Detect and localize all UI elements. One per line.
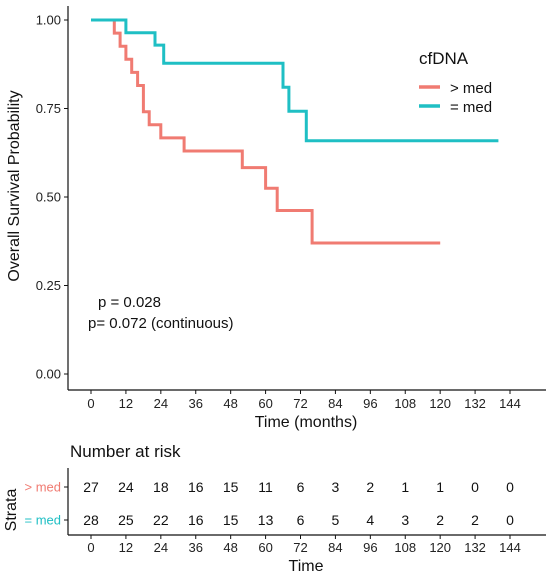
risk-x-tick-label: 144 xyxy=(499,540,521,555)
legend-label-equal-median: = med xyxy=(450,99,492,116)
survival-curve-above-median xyxy=(91,18,441,245)
x-tick-label: 36 xyxy=(189,396,203,411)
risk-count: 0 xyxy=(471,479,479,495)
risk-x-tick-label: 132 xyxy=(464,540,486,555)
risk-count: 16 xyxy=(188,512,204,528)
risk-count: 18 xyxy=(153,479,169,495)
risk-count: 25 xyxy=(118,512,134,528)
x-tick-label: 96 xyxy=(363,396,377,411)
risk-row-label: = med xyxy=(25,513,62,528)
km-plot: 0.00 0.25 0.50 0.75 1.00 0 12 24 36 48 60 72 84 96 108… xyxy=(36,6,546,411)
y-tick-label: 0.50 xyxy=(36,190,61,205)
risk-count: 11 xyxy=(258,479,273,495)
x-tick-label: 48 xyxy=(223,396,237,411)
legend-title: cfDNA xyxy=(419,49,469,68)
risk-count: 5 xyxy=(332,512,340,528)
risk-count: 3 xyxy=(332,479,340,495)
risk-table-title: Number at risk xyxy=(70,442,181,461)
y-tick-label: 0.00 xyxy=(36,367,61,382)
y-tick-label: 0.75 xyxy=(36,101,61,116)
risk-count: 27 xyxy=(83,479,99,495)
survival-curve-equal-median xyxy=(91,18,499,143)
risk-x-tick-label: 84 xyxy=(328,540,342,555)
risk-x-tick-label: 60 xyxy=(258,540,272,555)
x-tick-label: 120 xyxy=(429,396,451,411)
x-axis-title: Time (months) xyxy=(255,414,358,431)
risk-count: 28 xyxy=(83,512,99,528)
risk-count: 2 xyxy=(436,512,444,528)
risk-table-x-title: Time xyxy=(289,558,324,575)
risk-count: 2 xyxy=(471,512,479,528)
risk-table-strata-title: Strata xyxy=(3,489,20,532)
x-tick-label: 12 xyxy=(119,396,133,411)
legend-label-above-median: > med xyxy=(450,80,492,97)
risk-x-tick-label: 12 xyxy=(119,540,133,555)
risk-x-tick-label: 36 xyxy=(189,540,203,555)
risk-count: 2 xyxy=(366,479,374,495)
x-tick-label: 72 xyxy=(293,396,307,411)
risk-x-tick-label: 120 xyxy=(429,540,451,555)
risk-count: 24 xyxy=(118,479,134,495)
x-tick-label: 60 xyxy=(258,396,272,411)
risk-count: 0 xyxy=(506,479,514,495)
risk-count: 15 xyxy=(223,479,239,495)
risk-x-tick-label: 48 xyxy=(223,540,237,555)
risk-count: 15 xyxy=(223,512,239,528)
risk-count: 1 xyxy=(436,479,444,495)
x-tick-label: 24 xyxy=(154,396,168,411)
risk-count: 3 xyxy=(401,512,409,528)
x-tick-label: 132 xyxy=(464,396,486,411)
risk-count: 4 xyxy=(366,512,374,528)
risk-count: 13 xyxy=(258,512,274,528)
risk-count: 0 xyxy=(506,512,514,528)
x-tick-label: 0 xyxy=(87,396,94,411)
x-tick-label: 108 xyxy=(394,396,416,411)
x-tick-label: 144 xyxy=(499,396,521,411)
risk-x-tick-label: 108 xyxy=(394,540,416,555)
risk-x-tick-label: 24 xyxy=(154,540,168,555)
risk-count: 6 xyxy=(297,512,305,528)
p-value-annotation: p = 0.028 xyxy=(98,294,161,311)
risk-x-tick-label: 72 xyxy=(293,540,307,555)
p-value-continuous-annotation: p= 0.072 (continuous) xyxy=(88,315,234,332)
risk-count: 6 xyxy=(297,479,305,495)
risk-table: > med 27 24 18 16 15 11 6 3 2 1 1 0 0= med 28 25 22 16 15 1… xyxy=(25,468,546,555)
risk-x-tick-label: 96 xyxy=(363,540,377,555)
x-tick-label: 84 xyxy=(328,396,342,411)
risk-x-tick-label: 0 xyxy=(87,540,94,555)
risk-row-label: > med xyxy=(25,480,62,495)
y-axis-title: Overall Survival Probability xyxy=(6,90,23,281)
risk-count: 22 xyxy=(153,512,169,528)
y-tick-label: 1.00 xyxy=(36,13,61,28)
risk-count: 16 xyxy=(188,479,204,495)
risk-count: 1 xyxy=(401,479,409,495)
y-tick-label: 0.25 xyxy=(36,278,61,293)
